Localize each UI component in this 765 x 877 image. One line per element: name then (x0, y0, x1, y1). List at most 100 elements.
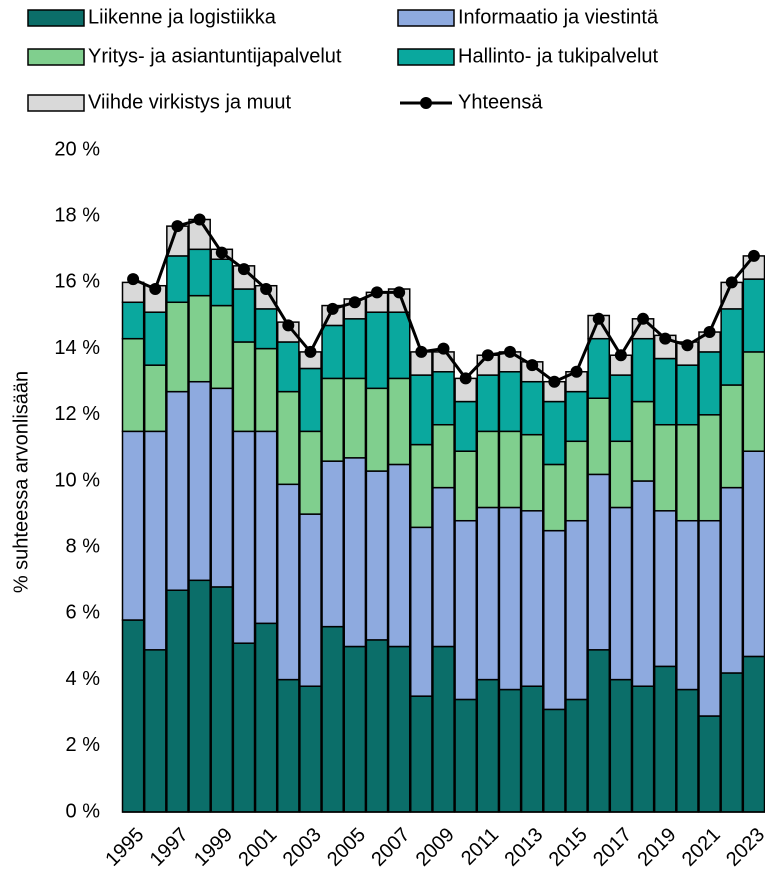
bar-segment (121, 430, 145, 621)
legend-swatch (397, 9, 455, 27)
bar-segment (476, 430, 500, 509)
legend-swatch (27, 9, 85, 27)
total-marker (681, 339, 694, 352)
bar-segment (698, 351, 721, 416)
x-tick-label: 2017 (589, 824, 636, 871)
bar-segment (232, 288, 256, 343)
bar-segment (387, 645, 411, 813)
y-tick-label: 16 % (54, 271, 100, 293)
bar-segment (698, 519, 721, 717)
bar-segment (299, 367, 322, 433)
bar-segment (166, 589, 189, 813)
x-tick-label: 2007 (367, 824, 414, 871)
total-marker (459, 372, 472, 385)
legend-swatch (27, 94, 85, 112)
bar-segment (321, 377, 344, 462)
bar-segment (121, 619, 145, 813)
bar-segment (720, 672, 744, 813)
bar-segment (454, 698, 478, 813)
bar-segment (143, 311, 167, 366)
total-marker (370, 286, 383, 299)
legend-label: Liikenne ja logistiikka (88, 6, 277, 28)
bar-segment (166, 390, 189, 591)
bar-segment (543, 529, 566, 711)
bar-segment (254, 430, 278, 625)
bar-segment (276, 678, 300, 813)
bar-segment (387, 463, 411, 648)
bar-segment (166, 301, 189, 393)
bar-segment (299, 430, 322, 515)
bar-segment (276, 341, 300, 393)
y-axis-label: % suhteessa arvonlisään (10, 371, 32, 593)
bar-segment (387, 377, 411, 466)
legend-label: Hallinto- ja tukipalvelut (458, 45, 659, 67)
bar-segment (742, 450, 765, 658)
bar-segment (409, 526, 433, 697)
bar-segment (387, 311, 411, 380)
total-marker (504, 345, 517, 358)
total-marker (348, 296, 361, 309)
bar-segment (454, 450, 478, 522)
y-tick-label: 10 % (54, 469, 100, 491)
bar-segment (254, 308, 278, 350)
x-tick-label: 2011 (457, 824, 503, 870)
bar-segment (343, 377, 367, 459)
bar-segment (276, 390, 300, 486)
total-marker (614, 349, 627, 362)
x-tick-label: 2021 (678, 824, 725, 871)
bar-segment (121, 337, 145, 433)
bar-segment (520, 380, 544, 436)
bar-segment (587, 397, 611, 476)
bar-segment (698, 715, 721, 813)
bar-segment (254, 622, 278, 813)
bar-segment (454, 519, 478, 701)
bar-segment (720, 308, 744, 386)
legend-label: Yritys- ja asiantuntijapalvelut (88, 45, 342, 67)
y-tick-label: 8 % (66, 535, 101, 557)
bar-segment (321, 460, 344, 628)
total-marker (747, 249, 760, 262)
bar-segment (321, 324, 344, 380)
total-marker (659, 332, 672, 345)
bar-segment (609, 678, 633, 813)
x-tick-label: 2015 (545, 824, 592, 871)
x-tick-label: 2019 (633, 824, 680, 871)
bar-segment (188, 294, 211, 383)
x-tick-label: 1997 (146, 824, 193, 871)
bar-segment (587, 473, 611, 651)
y-tick-label: 4 % (66, 668, 101, 690)
total-marker (703, 326, 716, 339)
bar-segment (343, 457, 367, 648)
bar-segment (476, 506, 500, 681)
x-tick-label: 2005 (323, 824, 370, 871)
total-marker (260, 283, 273, 296)
bar-segment (143, 364, 167, 433)
total-marker (481, 349, 494, 362)
total-marker (149, 283, 162, 296)
bar-segment (498, 506, 522, 691)
bar-segment (565, 440, 588, 522)
bar-segment (432, 351, 455, 373)
x-tick-label: 2003 (279, 824, 326, 871)
total-marker (570, 365, 583, 378)
bar-segment (742, 655, 765, 813)
x-tick-label: 2013 (500, 824, 547, 871)
bar-segment (720, 486, 744, 674)
bar-segment (631, 685, 655, 813)
y-tick-label: 12 % (54, 403, 100, 425)
bar-segment (454, 400, 478, 452)
legend-label: Yhteensä (458, 91, 543, 113)
total-marker (282, 319, 295, 332)
bar-segment (210, 258, 234, 307)
bar-segment (676, 688, 699, 813)
bar-segment (365, 311, 389, 390)
legend-swatch (27, 48, 85, 66)
bar-segment (609, 506, 633, 681)
bar-segment (565, 519, 588, 701)
total-marker (548, 375, 561, 388)
bar-segment (276, 483, 300, 681)
bar-segment (498, 371, 522, 433)
bar-segment (543, 400, 566, 466)
bar-segment (432, 645, 455, 813)
bar-segment (210, 304, 234, 390)
